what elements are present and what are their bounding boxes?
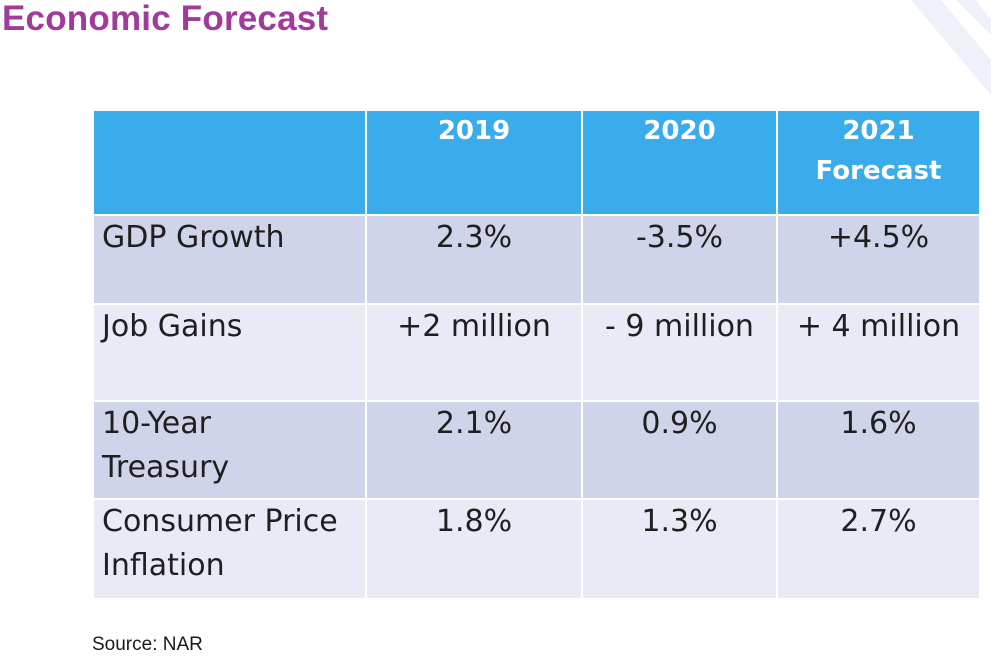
table-cell: + 4 million: [776, 303, 981, 402]
table-cell: 1.8%: [365, 498, 583, 600]
table-cell: 0.9%: [581, 400, 778, 500]
table-cell: 2.3%: [365, 214, 583, 305]
page-title: Economic Forecast: [2, 0, 329, 38]
table-row: GDP Growth 2.3% -3.5% +4.5%: [92, 214, 981, 305]
header-cell-empty: [92, 109, 367, 216]
table-cell: 2.7%: [776, 498, 981, 600]
header-cell-2021-forecast: 2021 Forecast: [776, 109, 981, 216]
table-cell: 1.3%: [581, 498, 778, 600]
header-cell-2019: 2019: [365, 109, 583, 216]
row-label: 10-Year Treasury: [92, 400, 367, 500]
row-label: GDP Growth: [92, 214, 367, 305]
table-header-row: 2019 2020 2021 Forecast: [92, 109, 981, 216]
forecast-table: 2019 2020 2021 Forecast GDP Growth 2.3% …: [92, 109, 981, 600]
table-row: Job Gains +2 million - 9 million + 4 mil…: [92, 303, 981, 402]
table-cell: +4.5%: [776, 214, 981, 305]
decorative-stripes: [911, 0, 991, 95]
table-row: Consumer Price Inflation 1.8% 1.3% 2.7%: [92, 498, 981, 600]
table-cell: +2 million: [365, 303, 583, 402]
row-label: Consumer Price Inflation: [92, 498, 367, 600]
table-cell: -3.5%: [581, 214, 778, 305]
table-cell: 2.1%: [365, 400, 583, 500]
source-note: Source: NAR: [92, 634, 203, 655]
table-cell: - 9 million: [581, 303, 778, 402]
table-row: 10-Year Treasury 2.1% 0.9% 1.6%: [92, 400, 981, 500]
row-label: Job Gains: [92, 303, 367, 402]
header-cell-2020: 2020: [581, 109, 778, 216]
table-cell: 1.6%: [776, 400, 981, 500]
